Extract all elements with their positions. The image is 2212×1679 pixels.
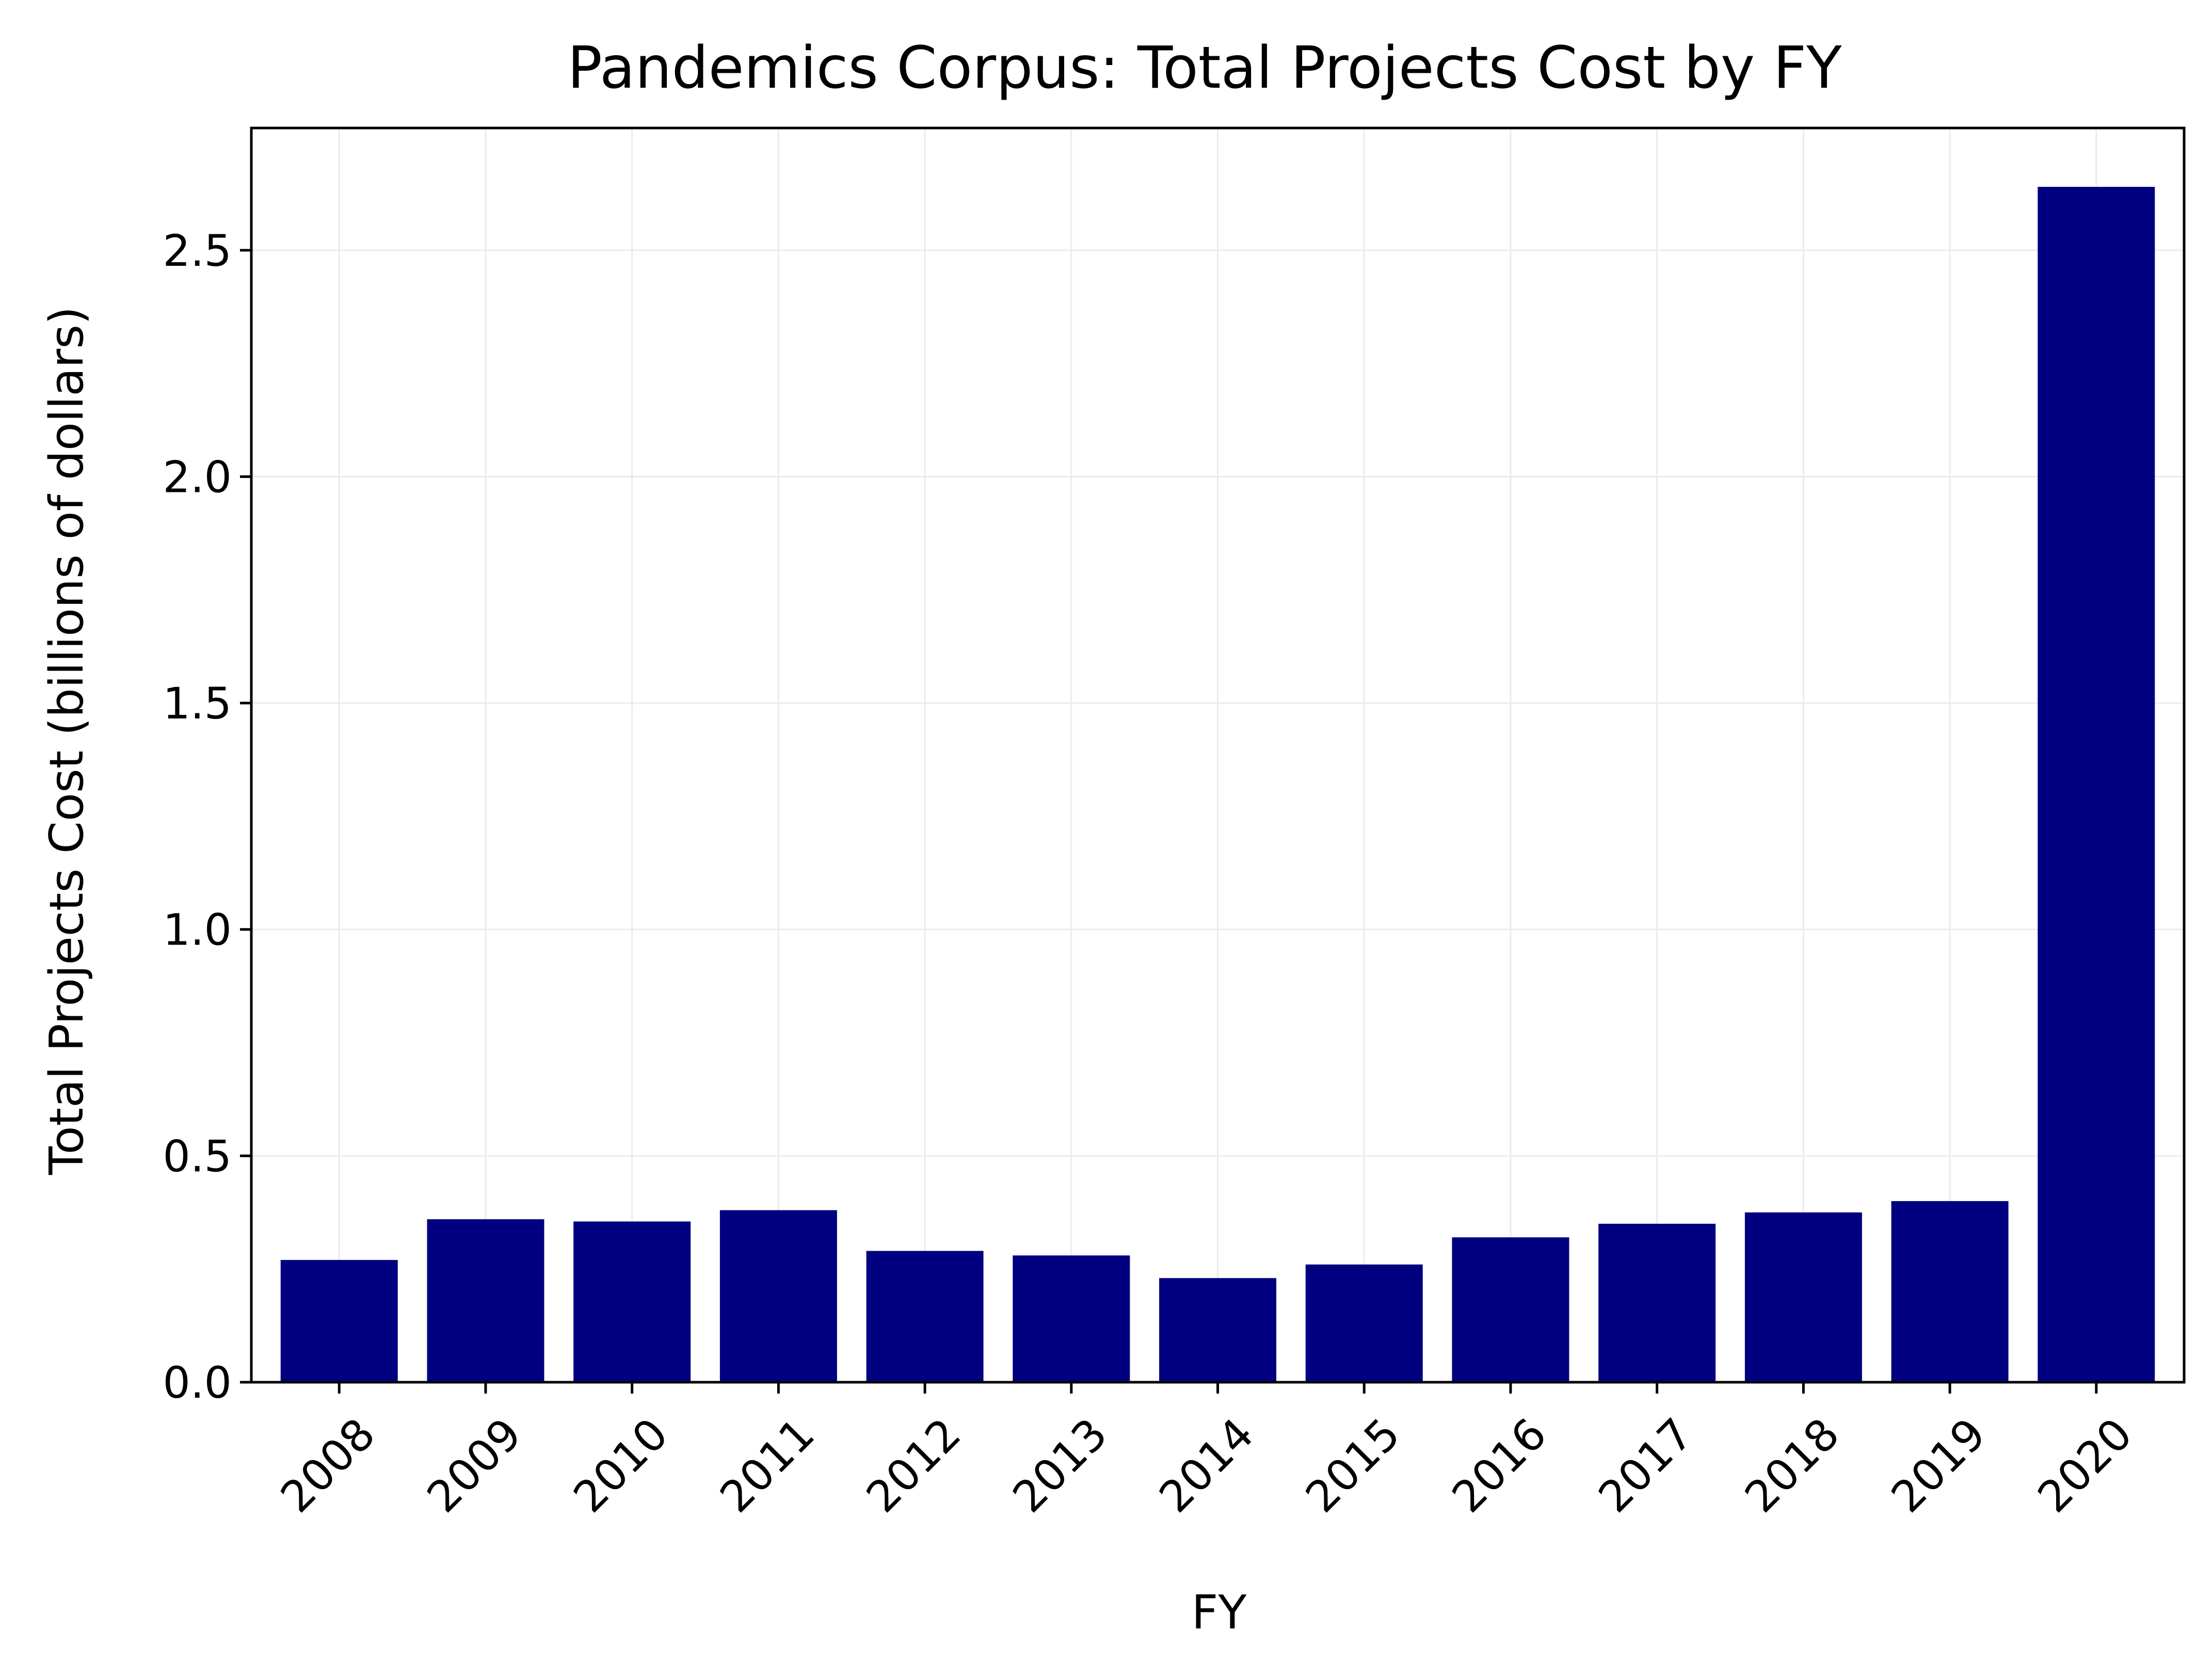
bar-2008 bbox=[280, 1260, 398, 1382]
chart-title: Pandemics Corpus: Total Projects Cost by… bbox=[567, 35, 1842, 102]
bar-2020 bbox=[2038, 187, 2155, 1382]
x-axis-title: FY bbox=[1192, 1586, 1247, 1640]
bars bbox=[280, 187, 2155, 1382]
y-tick-label-1: 0.5 bbox=[163, 1131, 232, 1181]
y-tick-label-5: 2.5 bbox=[163, 226, 232, 276]
bar-2009 bbox=[427, 1219, 544, 1382]
bar-2014 bbox=[1159, 1278, 1276, 1382]
bar-2016 bbox=[1452, 1237, 1569, 1382]
y-tick-label-4: 2.0 bbox=[163, 452, 232, 502]
y-tick-label-3: 1.5 bbox=[163, 678, 232, 729]
bar-2013 bbox=[1013, 1255, 1130, 1382]
bar-2019 bbox=[1891, 1201, 2009, 1382]
y-axis: 0.0 0.5 1.0 1.5 2.0 2.5 bbox=[163, 226, 251, 1408]
y-tick-label-0: 0.0 bbox=[163, 1357, 232, 1408]
bar-2012 bbox=[866, 1251, 984, 1382]
bar-2018 bbox=[1744, 1212, 1862, 1382]
y-axis-title: Total Projects Cost (billions of dollars… bbox=[40, 307, 94, 1176]
bar-2010 bbox=[573, 1221, 691, 1382]
bar-2017 bbox=[1598, 1223, 1716, 1382]
bar-2015 bbox=[1305, 1264, 1423, 1382]
y-tick-label-2: 1.0 bbox=[163, 905, 232, 955]
bar-2011 bbox=[719, 1210, 837, 1382]
